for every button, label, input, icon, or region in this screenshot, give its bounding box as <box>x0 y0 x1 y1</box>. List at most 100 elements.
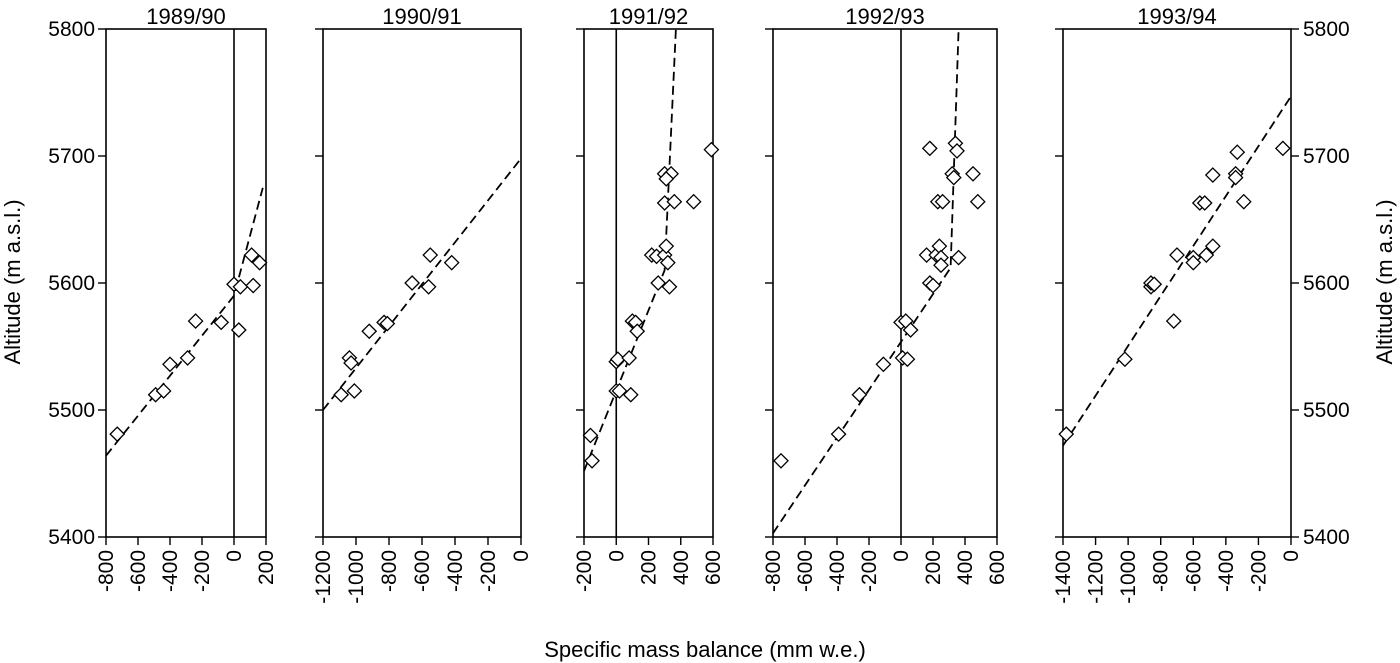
x-tick-label: 400 <box>670 550 693 585</box>
data-point <box>1227 169 1244 186</box>
x-tick-label: -800 <box>1150 550 1173 592</box>
y-tick-label: 5800 <box>1303 18 1350 41</box>
data-point <box>582 427 599 444</box>
panel-title: 1991/92 <box>609 4 689 29</box>
data-point <box>875 356 892 373</box>
fit-line <box>583 28 677 472</box>
data-point <box>187 313 204 330</box>
x-tick-label: -200 <box>573 550 596 592</box>
data-point <box>333 386 350 403</box>
x-tick-label: -200 <box>858 550 881 592</box>
x-tick-label: -600 <box>127 550 150 592</box>
x-tick-label: 400 <box>954 550 977 585</box>
y-axis-title-left: Altitude (m a.s.l.) <box>0 199 25 364</box>
y-tick-label: 5700 <box>1303 145 1350 168</box>
panel-title: 1992/93 <box>845 4 925 29</box>
data-point <box>621 350 638 366</box>
x-tick-label: 0 <box>223 550 246 562</box>
data-point <box>1146 276 1163 293</box>
data-point <box>902 322 919 338</box>
data-point <box>584 452 600 469</box>
x-tick-label: 200 <box>255 550 278 585</box>
x-tick-label: -400 <box>1215 550 1238 592</box>
data-point <box>179 350 196 366</box>
data-point <box>1229 144 1246 161</box>
x-tick-label: -1200 <box>1085 550 1108 604</box>
data-point <box>213 314 230 331</box>
data-point <box>773 452 789 469</box>
data-point <box>925 277 941 294</box>
data-point <box>422 247 439 263</box>
data-point <box>666 193 683 210</box>
data-point <box>361 323 378 340</box>
x-tick-label: 600 <box>986 550 1009 585</box>
data-point <box>1169 247 1185 263</box>
x-tick-label: -400 <box>826 550 849 592</box>
panel-frame <box>772 28 998 538</box>
data-point <box>921 140 938 157</box>
y-tick-label: 5700 <box>48 145 95 168</box>
y-tick-label: 5600 <box>1303 272 1350 295</box>
data-point <box>622 386 639 403</box>
panel-title: 1993/94 <box>1137 4 1217 29</box>
data-point <box>1165 313 1182 330</box>
x-axis-title: Specific mass balance (mm w.e.) <box>544 637 866 662</box>
data-point <box>969 193 986 210</box>
x-tick-label: 0 <box>890 550 913 562</box>
x-tick-label: -200 <box>477 550 500 592</box>
data-point <box>1185 254 1202 271</box>
data-point <box>629 323 646 340</box>
panel-frame <box>583 28 714 538</box>
data-point <box>945 169 962 186</box>
x-tick-label: -1200 <box>312 550 335 604</box>
data-point <box>658 238 675 255</box>
data-point <box>851 386 868 403</box>
data-point <box>830 426 847 443</box>
x-tick-label: -800 <box>95 550 118 592</box>
data-point <box>658 170 675 187</box>
x-tick-label: -400 <box>159 550 182 592</box>
fit-line <box>105 187 264 457</box>
y-tick-label: 5800 <box>48 18 95 41</box>
x-tick-label: 0 <box>510 550 533 562</box>
data-point <box>661 278 678 295</box>
x-tick-label: -1400 <box>1052 550 1075 604</box>
data-point <box>1198 247 1215 263</box>
data-point <box>162 356 178 373</box>
data-point <box>1274 140 1291 157</box>
data-point <box>949 143 965 159</box>
data-point <box>1196 195 1213 211</box>
x-tick-label: 600 <box>702 550 725 585</box>
x-tick-label: -400 <box>444 550 467 592</box>
fit-line <box>772 28 960 534</box>
data-point <box>659 254 676 271</box>
data-point <box>346 383 363 399</box>
data-point <box>243 247 260 263</box>
data-point <box>245 277 262 294</box>
data-point <box>251 254 268 271</box>
x-tick-label: -800 <box>378 550 401 592</box>
x-tick-label: -600 <box>794 550 817 592</box>
panel-frame <box>1062 28 1292 538</box>
panel-title: 1990/91 <box>382 4 462 29</box>
data-point <box>1204 238 1221 255</box>
data-point <box>650 275 667 291</box>
panel-4: 1992/93 -800 -600 -400 -200 0 200 400 600 <box>762 4 1009 592</box>
y-tick-label: 5400 <box>1303 526 1350 549</box>
x-tick-label: 200 <box>922 550 945 585</box>
data-point <box>933 257 949 274</box>
data-point <box>155 383 172 399</box>
panel-title: 1989/90 <box>146 4 226 29</box>
data-point <box>379 315 396 332</box>
panel-1: 1989/90 5400 5500 5600 5700 5800 -800 -600 -400-… <box>48 4 278 592</box>
x-tick-label: -1000 <box>345 550 368 604</box>
fit-line <box>322 157 522 411</box>
data-point <box>703 141 720 158</box>
y-tick-label: 5500 <box>48 399 95 422</box>
x-tick-label: -200 <box>1247 550 1270 592</box>
data-point <box>1116 351 1133 368</box>
x-tick-label: -1000 <box>1117 550 1140 604</box>
x-tick-label: -200 <box>191 550 214 592</box>
y-tick-label: 5400 <box>48 526 95 549</box>
